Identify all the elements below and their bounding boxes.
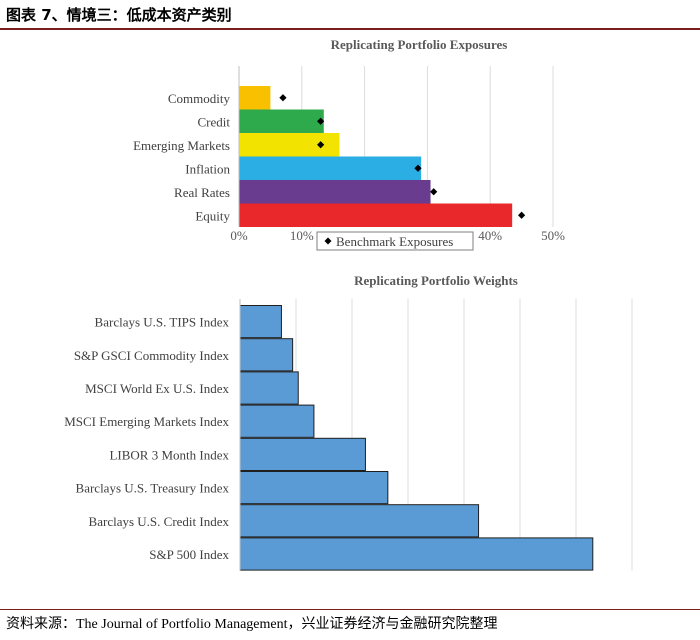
chart-title: Replicating Portfolio Weights <box>354 273 518 288</box>
category-label: Barclays U.S. TIPS Index <box>95 315 230 330</box>
chart-title: Replicating Portfolio Exposures <box>331 37 508 52</box>
x-tick-label: 50% <box>541 228 565 243</box>
category-label: Barclays U.S. Treasury Index <box>76 481 230 496</box>
benchmark-marker <box>317 141 325 149</box>
benchmark-marker <box>279 94 287 102</box>
category-label: Credit <box>198 114 231 129</box>
x-tick-label: 40% <box>478 228 502 243</box>
bar <box>239 504 480 538</box>
top-rule <box>0 28 700 30</box>
bar <box>239 180 431 204</box>
legend-label: Benchmark Exposures <box>336 234 453 249</box>
bar <box>239 304 282 339</box>
benchmark-marker <box>430 188 438 196</box>
benchmark-marker <box>414 164 422 172</box>
exposures-chart: Replicating Portfolio Exposures0%10%20%3… <box>133 37 565 251</box>
bar <box>239 133 340 157</box>
bar <box>239 537 594 571</box>
bar <box>239 338 294 372</box>
category-label: Commodity <box>168 91 231 106</box>
bar <box>239 156 422 180</box>
legend-box <box>316 231 474 251</box>
bottom-rule <box>0 609 700 610</box>
bar <box>239 109 324 133</box>
legend-marker <box>324 237 332 245</box>
category-label: Inflation <box>185 161 230 176</box>
bar <box>239 86 271 110</box>
bar <box>239 470 389 505</box>
x-tick-label: 0% <box>230 228 248 243</box>
bar <box>239 404 315 438</box>
benchmark-marker <box>317 117 325 125</box>
category-label: Equity <box>195 208 230 223</box>
figure-title: 图表 7、情境三：低成本资产类别 <box>6 6 232 24</box>
bar <box>239 371 299 405</box>
bar <box>239 437 366 472</box>
source-note: 资料来源：The Journal of Portfolio Management… <box>6 617 498 632</box>
category-label: MSCI Emerging Markets Index <box>64 414 229 429</box>
benchmark-marker <box>518 211 526 219</box>
category-label: LIBOR 3 Month Index <box>109 447 229 462</box>
weights-chart: Replicating Portfolio Weights0%5%10%15%2… <box>64 273 633 571</box>
category-label: Barclays U.S. Credit Index <box>89 514 230 529</box>
x-tick-label: 10% <box>290 228 314 243</box>
category-label: Emerging Markets <box>133 138 230 153</box>
category-label: Real Rates <box>174 185 230 200</box>
category-label: S&P 500 Index <box>149 547 229 562</box>
bar <box>239 203 513 227</box>
category-label: MSCI World Ex U.S. Index <box>85 381 229 396</box>
category-label: S&P GSCI Commodity Index <box>74 348 230 363</box>
